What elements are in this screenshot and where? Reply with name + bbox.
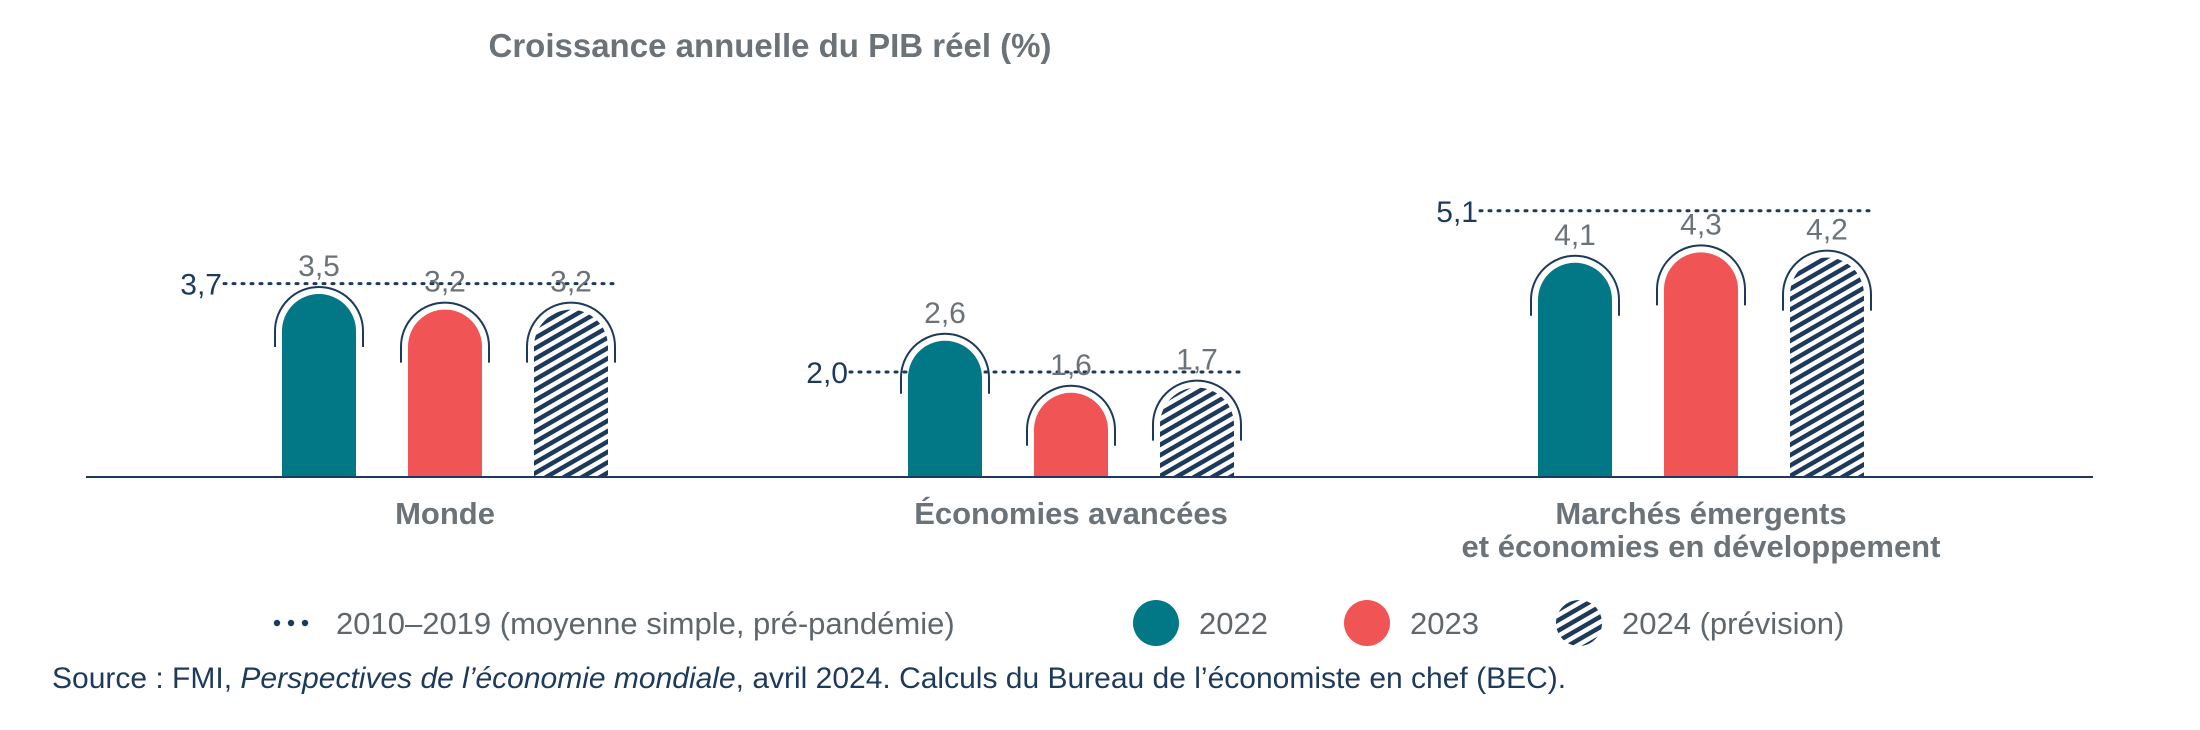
chart-title: Croissance annuelle du PIB réel (%) [489,27,1052,64]
bar [1790,257,1864,476]
bar [1538,262,1612,476]
bar-value-label: 1,6 [1050,349,1092,382]
bar-value-label: 4,1 [1554,219,1596,252]
category-label: Économies avancées [914,496,1228,531]
category-label: et économies en développement [1462,529,1941,564]
source-suffix: , avril 2024. Calculs du Bureau de l’éco… [735,662,1567,695]
legend-label-reference: 2010–2019 (moyenne simple, pré-pandémie) [336,606,955,641]
legend-label: 2022 [1199,606,1268,641]
bar [1664,252,1738,476]
source-prefix: Source : FMI, [52,662,241,695]
legend-label: 2024 (prévision) [1622,606,1844,641]
reference-label: 2,0 [806,357,848,390]
legend-swatch [1556,600,1602,646]
bar-outline-arc [1152,379,1242,441]
source-publication: Perspectives de l’économie mondiale [240,662,736,695]
reference-label: 5,1 [1436,196,1478,229]
source-note: Source : FMI, Perspectives de l’économie… [52,662,1566,696]
legend-dot [287,619,295,627]
bar-outline-arc [1656,244,1746,306]
bar-outline-arc [1026,384,1116,446]
bar-value-label: 3,2 [424,266,466,299]
legend-swatch [1133,600,1179,646]
legend: 2010–2019 (moyenne simple, pré-pandémie)… [273,600,1844,646]
bar-outline-arc [1530,254,1620,316]
bar [1034,392,1108,476]
bar-value-label: 3,2 [550,266,592,299]
category-label: Marchés émergents [1555,496,1846,531]
plot-area: 3,7 3,5 3,2 3,2 Monde 2,0 2,6 1,6 1,7 Économies a… [180,196,1940,564]
bar [1160,387,1234,476]
legend-dot [273,619,281,627]
bar [408,309,482,476]
bar-outline-arc [274,286,364,347]
bar [908,340,982,476]
legend-dot [301,619,309,627]
category-label: Monde [395,496,495,531]
bar [282,294,356,476]
reference-label: 3,7 [180,269,222,302]
bar-outline-arc [1782,249,1872,311]
bar [534,309,608,476]
legend-swatch [1344,600,1390,646]
bar-outline-arc [400,301,490,363]
bar-value-label: 1,7 [1176,344,1218,377]
bar-outline-arc [900,332,990,394]
legend-label: 2023 [1410,606,1479,641]
bar-value-label: 4,2 [1806,214,1848,247]
bar-value-label: 4,3 [1680,208,1722,241]
bar-outline-arc [526,301,616,363]
bar-value-label: 2,6 [924,297,966,330]
bar-value-label: 3,5 [298,250,340,283]
